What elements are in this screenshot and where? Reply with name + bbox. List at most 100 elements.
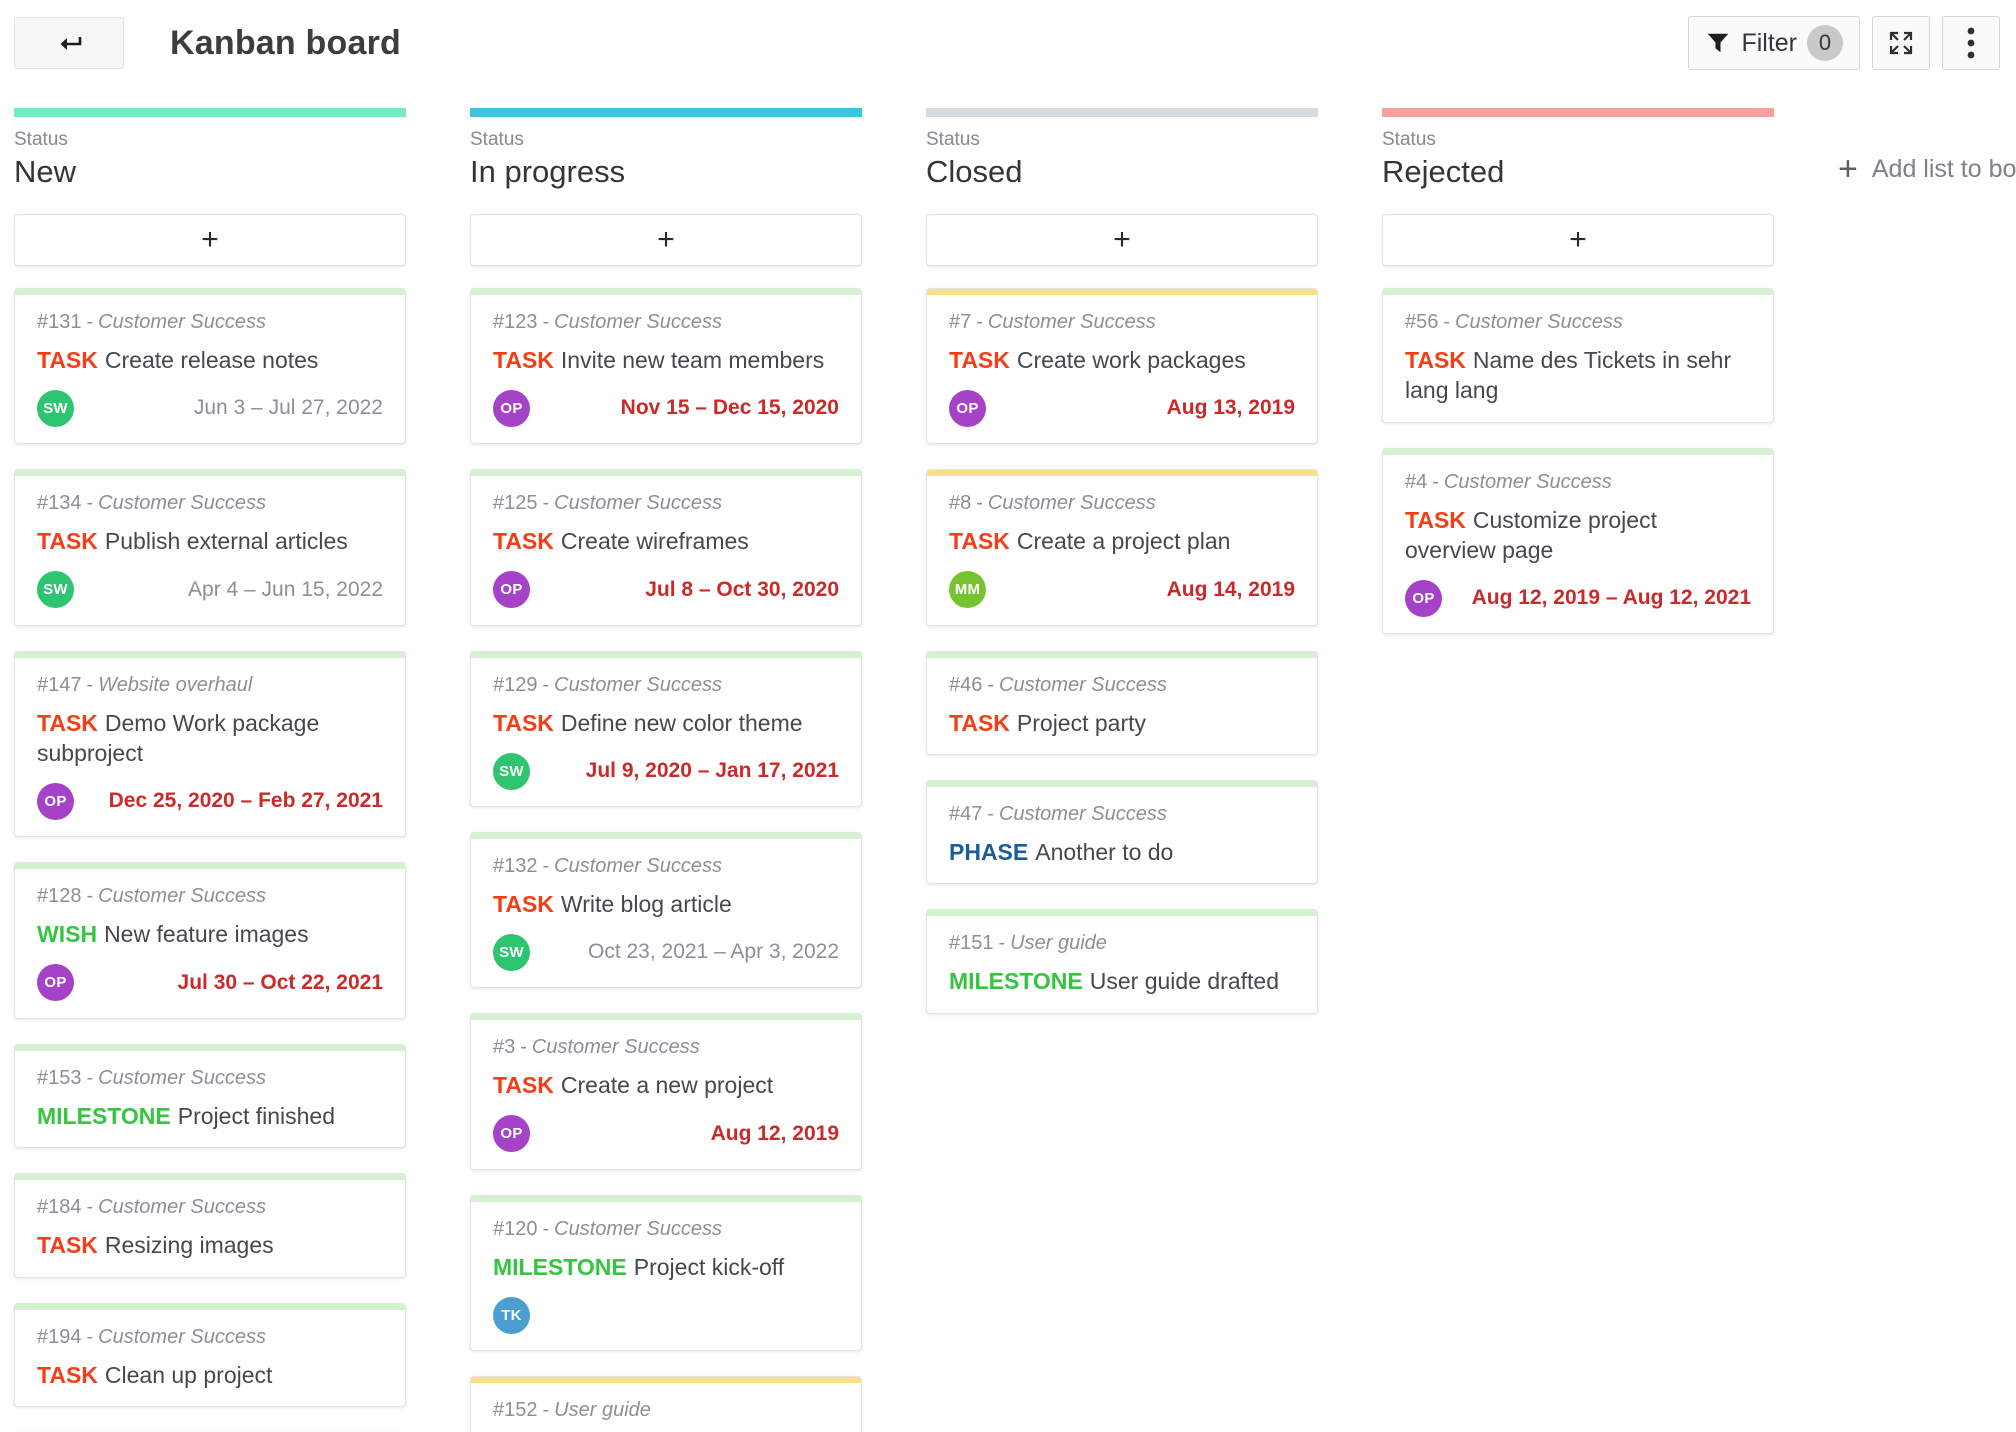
card-title-row: MILESTONE Project kick-off	[493, 1252, 839, 1282]
kebab-menu-icon	[1966, 26, 1976, 60]
card-header: #56- Customer Success	[1405, 311, 1751, 334]
card-project: Customer Success	[98, 1196, 267, 1219]
kanban-card[interactable]: #4- Customer Success TASK Customize projec…	[1382, 447, 1774, 635]
card-title: Customize project overview page	[1405, 506, 1657, 564]
kanban-card[interactable]: #129- Customer Success TASK Define new col…	[470, 650, 862, 808]
card-list: #123- Customer Success TASK Invite new tea…	[470, 288, 862, 1432]
add-card-button[interactable]: +	[1382, 214, 1774, 266]
card-list: #7- Customer Success TASK Create work pack…	[926, 288, 1318, 1014]
card-id: #134	[37, 492, 82, 515]
card-separator: -	[987, 673, 995, 696]
card-header: #153- Customer Success	[37, 1067, 383, 1090]
card-color-strip	[927, 289, 1317, 295]
card-project: Customer Success	[554, 1217, 723, 1240]
column-name: New	[14, 154, 77, 189]
kanban-card[interactable]: #3- Customer Success TASK Create a new pro…	[470, 1013, 862, 1170]
card-header: #134- Customer Success	[37, 492, 383, 515]
card-color-strip	[471, 289, 861, 295]
assignee-avatar: OP	[949, 389, 986, 427]
card-type-label: TASK	[493, 891, 554, 918]
card-header: #147- Website overhaul	[37, 674, 383, 697]
card-header: #152- User guide	[493, 1399, 839, 1422]
back-button[interactable]	[14, 17, 124, 69]
card-header: #123- Customer Success	[493, 311, 839, 334]
card-project: Customer Success	[554, 311, 723, 333]
kanban-card[interactable]: #134- Customer Success TASK Publish extern…	[14, 469, 406, 626]
card-project: Customer Success	[1455, 311, 1623, 333]
card-color-strip	[471, 1014, 861, 1021]
card-dates: Nov 15 – Dec 15, 2020	[620, 396, 839, 420]
kanban-card[interactable]: #47- Customer Success PHASE Another to do	[926, 780, 1318, 885]
card-id: #46	[949, 673, 983, 696]
card-title: New feature images	[104, 921, 309, 948]
card-color-strip	[471, 833, 861, 840]
card-title: Another to do	[1035, 839, 1174, 866]
card-separator: -	[976, 311, 983, 333]
card-header: #184- Customer Success	[37, 1196, 383, 1219]
card-color-strip	[15, 651, 405, 658]
card-separator: -	[86, 885, 94, 908]
more-options-button[interactable]	[1942, 16, 2000, 70]
add-card-button[interactable]: +	[14, 214, 406, 266]
add-card-button[interactable]: +	[926, 214, 1318, 266]
card-header: #7- Customer Success	[949, 311, 1295, 334]
kanban-card[interactable]: #125- Customer Success TASK Create wirefra…	[470, 469, 862, 626]
card-color-strip	[15, 470, 405, 477]
back-arrow-icon	[54, 30, 84, 56]
column-status-label: Status	[14, 129, 68, 150]
fullscreen-button[interactable]	[1872, 16, 1930, 70]
column-color-bar	[470, 108, 862, 117]
add-card-button[interactable]: +	[470, 214, 862, 266]
column-color-bar	[14, 108, 406, 117]
card-id: #132	[493, 855, 538, 878]
card-title: Publish external articles	[104, 528, 348, 555]
kanban-card[interactable]: #151- User guide MILESTONE User guide draf…	[926, 909, 1318, 1014]
kanban-card[interactable]: #132- Customer Success TASK Write blog art…	[470, 832, 862, 989]
assignee-avatar: OP	[493, 1115, 530, 1153]
column-name: In progress	[470, 154, 626, 189]
add-list-button[interactable]: + Add list to board	[1838, 152, 2016, 186]
card-separator: -	[542, 673, 550, 696]
card-dates: Jun 3 – Jul 27, 2022	[193, 396, 383, 420]
card-header: #132- Customer Success	[493, 855, 839, 878]
card-type-label: MILESTONE	[493, 1253, 627, 1280]
kanban-card[interactable]: #128- Customer Success WISH New feature im…	[14, 862, 406, 1019]
kanban-card[interactable]: #46- Customer Success TASK Project party	[926, 650, 1318, 756]
kanban-card[interactable]: #123- Customer Success TASK Invite new tea…	[470, 288, 862, 445]
kanban-card[interactable]: #7- Customer Success TASK Create work pack…	[926, 288, 1318, 445]
card-footer: SW Jun 3 – Jul 27, 2022	[37, 389, 383, 427]
assignee-avatar: TK	[493, 1296, 530, 1334]
kanban-card[interactable]: #120- Customer Success MILESTONE Project k…	[470, 1194, 862, 1352]
card-project: Customer Success	[98, 1066, 267, 1089]
card-id: #194	[37, 1325, 82, 1348]
kanban-card[interactable]: #147- Website overhaul TASK Demo Work pack…	[14, 650, 406, 838]
kanban-card[interactable]: #8- Customer Success TASK Create a project…	[926, 469, 1318, 626]
card-title-row: TASK Clean up project	[37, 1360, 383, 1390]
card-id: #56	[1405, 311, 1439, 333]
column-color-bar	[926, 108, 1318, 117]
kanban-card[interactable]: #56- Customer Success TASK Name des Ticket…	[1382, 288, 1774, 423]
card-id: #131	[37, 311, 82, 333]
card-id: #7	[949, 311, 972, 333]
kanban-card[interactable]: #184- Customer Success TASK Resizing image…	[14, 1173, 406, 1278]
card-dates: Apr 4 – Jun 15, 2022	[188, 577, 383, 601]
card-type-label: TASK	[493, 709, 554, 736]
card-type-label: TASK	[1405, 347, 1466, 373]
card-title-row: MILESTONE User guide drafted	[949, 966, 1295, 996]
assignee-avatar: OP	[1405, 579, 1442, 617]
kanban-card[interactable]: #194- Customer Success TASK Clean up proje…	[14, 1302, 406, 1407]
card-color-strip	[927, 910, 1317, 917]
card-title-row: TASK Project party	[949, 708, 1295, 738]
kanban-card[interactable]: #153- Customer Success MILESTONE Project f…	[14, 1043, 406, 1149]
card-project: Customer Success	[554, 673, 723, 696]
kanban-card[interactable]: #131- Customer Success TASK Create release…	[14, 288, 406, 445]
card-type-label: TASK	[949, 709, 1010, 736]
card-color-strip	[927, 651, 1317, 658]
filter-button[interactable]: Filter 0	[1688, 16, 1860, 70]
card-separator: -	[542, 1217, 550, 1240]
add-list-plus-icon: +	[1838, 150, 1858, 188]
card-title: Create work packages	[1016, 347, 1246, 373]
card-project: Customer Success	[987, 492, 1156, 515]
card-title-row: TASK Create wireframes	[493, 526, 839, 556]
